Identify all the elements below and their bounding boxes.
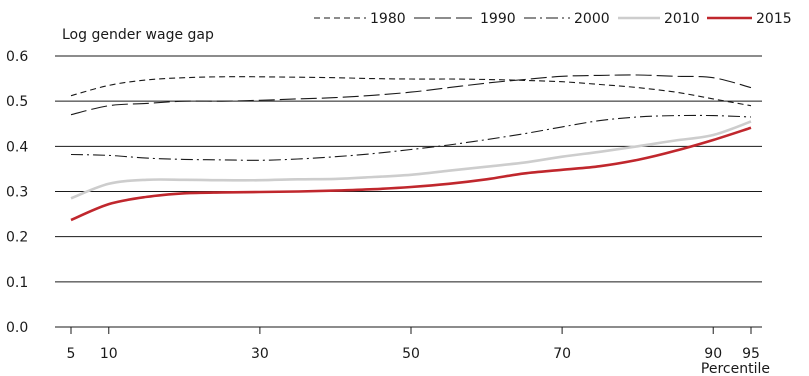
y-tick-label: 0.3 [6,185,28,201]
legend-label-2000: 2000 [574,11,610,27]
legend: 1980 1990 2000 2010 2015 [314,11,792,27]
y-axis-label: Log gender wage gap [62,27,214,43]
x-tick-label: 10 [100,346,118,362]
y-tick-label: 0.4 [6,139,28,155]
legend-label-1990: 1990 [480,11,516,27]
gridlines [55,55,762,283]
x-tick-label: 70 [553,346,571,362]
legend-label-2010: 2010 [664,11,700,27]
series-lines [70,74,752,222]
y-tick-label: 0.5 [6,94,28,110]
x-axis [55,326,762,334]
y-tick-label: 0.0 [6,320,28,336]
y-tick-labels: 0.0 0.1 0.2 0.3 0.4 0.5 0.6 [6,49,28,336]
series-line-2010 [70,120,752,200]
x-tick-label: 95 [742,346,760,362]
x-tick-label: 5 [67,346,76,362]
y-tick-label: 0.6 [6,49,28,65]
x-tick-label: 90 [704,346,722,362]
series-line-1980 [70,76,752,107]
series-line-1990 [70,74,752,116]
series-line-2015 [70,126,752,222]
legend-label-2015: 2015 [756,11,792,27]
x-tick-label: 50 [402,346,420,362]
x-tick-label: 30 [251,346,269,362]
x-axis-label: Percentile [701,361,770,376]
series-line-2000 [70,114,752,161]
y-tick-label: 0.1 [6,275,28,291]
x-tick-labels: 5 10 30 50 70 90 95 [67,346,760,362]
y-tick-label: 0.2 [6,230,28,246]
legend-label-1980: 1980 [370,11,406,27]
